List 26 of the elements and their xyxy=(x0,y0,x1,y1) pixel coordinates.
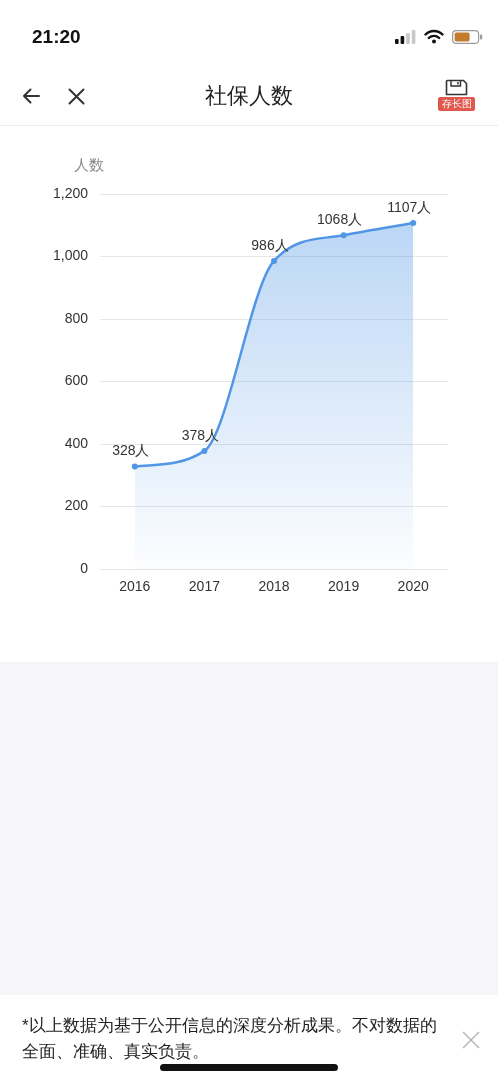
y-tick-label: 400 xyxy=(64,434,89,451)
point xyxy=(201,447,208,454)
data-label: 328人 xyxy=(112,442,150,459)
y-tick-label: 1,000 xyxy=(52,247,89,264)
y-axis-title: 人数 xyxy=(74,156,104,174)
y-tick-label: 1,200 xyxy=(52,184,89,201)
y-tick-label: 600 xyxy=(64,372,89,389)
x-tick-label: 2016 xyxy=(119,578,151,595)
text: 存长图 xyxy=(438,97,475,111)
y-tick-label: 0 xyxy=(80,559,89,576)
chart-title: 社保人数 xyxy=(204,82,294,110)
data-label: 1068人 xyxy=(317,211,363,228)
point xyxy=(271,257,277,264)
data-label: 1107人 xyxy=(387,198,432,215)
y-tick-label: 800 xyxy=(64,309,89,326)
point xyxy=(410,220,417,227)
x-tick-label: 2019 xyxy=(328,578,360,595)
x-tick-label: 2020 xyxy=(397,578,429,595)
point xyxy=(131,463,138,470)
y-tick-label: 200 xyxy=(64,497,89,514)
x-tick-label: 2018 xyxy=(258,578,290,595)
data-label: 986人 xyxy=(251,236,289,253)
x-tick-label: 2017 xyxy=(188,578,221,595)
point xyxy=(340,232,347,239)
text: *以上数据为基于公开信息的深度分析成果。不对数据的全面、准确、真实负责。 xyxy=(22,1015,438,1063)
text: 21:20 xyxy=(32,25,81,49)
